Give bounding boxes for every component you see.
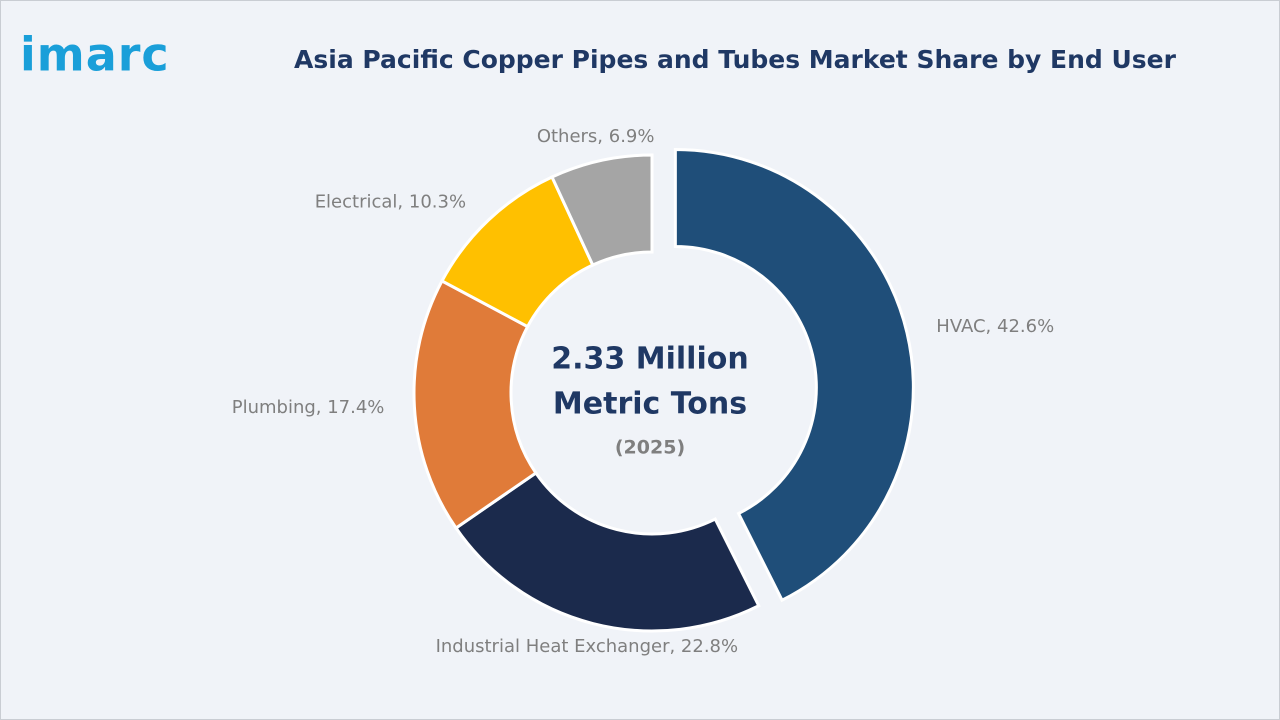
slice <box>673 147 915 603</box>
data-label: Electrical, 10.3% <box>315 192 466 213</box>
center-subtitle: (2025) <box>615 437 685 459</box>
slice <box>453 470 761 633</box>
data-label: Others, 6.9% <box>537 126 655 147</box>
data-label: HVAC, 42.6% <box>936 316 1054 337</box>
data-label: Industrial Heat Exchanger, 22.8% <box>436 636 739 657</box>
logo: imarc <box>20 28 170 82</box>
data-label: Plumbing, 17.4% <box>232 397 385 418</box>
center-text: 2.33 Million <box>551 342 748 377</box>
slice <box>412 278 538 531</box>
chart-title: Asia Pacific Copper Pipes and Tubes Mark… <box>294 45 1177 74</box>
slice <box>550 153 654 268</box>
center-text: Metric Tons <box>553 387 747 422</box>
